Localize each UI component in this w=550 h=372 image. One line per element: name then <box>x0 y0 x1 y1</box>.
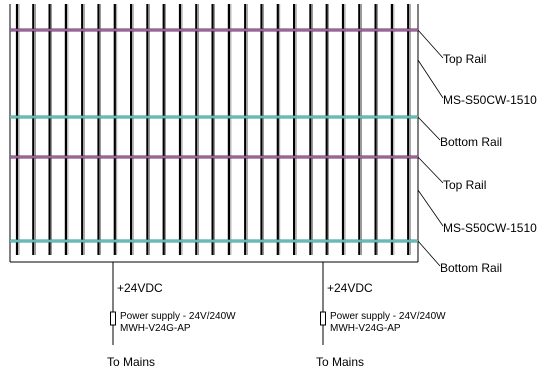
power-supply-model-1: MWH-V24G-AP <box>120 323 191 334</box>
light-bar <box>146 4 150 255</box>
light-bar <box>211 4 215 255</box>
light-bar <box>15 4 20 255</box>
leader-lines <box>417 29 444 267</box>
light-bar <box>81 4 85 255</box>
power-supply-1: +24VDC Power supply - 24V/240W MWH-V24G-… <box>107 262 236 369</box>
light-bar <box>325 4 330 255</box>
power-supply-2: +24VDC Power supply - 24V/240W MWH-V24G-… <box>316 262 446 369</box>
light-bar <box>97 4 101 255</box>
panel-model-label-2: MS-S50CW-1510 <box>443 221 537 235</box>
power-supply-label-2: Power supply - 24V/240W <box>330 311 446 322</box>
light-bar <box>130 4 134 255</box>
light-bar <box>309 4 313 255</box>
light-bar <box>48 4 52 255</box>
light-bar <box>178 4 183 255</box>
top-rail-label-2: Top Rail <box>443 178 486 192</box>
light-bar <box>260 4 264 255</box>
power-supply-label-1: Power supply - 24V/240W <box>120 311 236 322</box>
fuse-icon <box>110 311 116 326</box>
top-rail-label-1: Top Rail <box>443 52 486 66</box>
light-bar <box>374 4 378 255</box>
light-bar <box>227 4 232 255</box>
panel-frame <box>9 4 419 263</box>
light-bar <box>358 4 362 255</box>
voltage-label-1: +24VDC <box>117 281 163 295</box>
light-bar <box>390 4 395 255</box>
light-bar <box>64 4 69 255</box>
light-bar <box>407 4 411 255</box>
light-bar <box>162 4 166 255</box>
light-bar <box>113 4 118 255</box>
power-supply-model-2: MWH-V24G-AP <box>330 323 401 334</box>
panel-model-label-1: MS-S50CW-1510 <box>443 93 537 107</box>
mains-label-2: To Mains <box>316 355 364 369</box>
light-bar <box>341 4 346 255</box>
voltage-label-2: +24VDC <box>327 281 373 295</box>
light-bar <box>276 4 281 255</box>
bottom-rail-label-1: Bottom Rail <box>440 135 502 149</box>
light-bar <box>32 4 36 255</box>
light-bars <box>15 4 411 255</box>
light-bar <box>293 4 297 255</box>
light-bar <box>244 4 248 255</box>
mains-label-1: To Mains <box>107 355 155 369</box>
light-bar <box>195 4 199 255</box>
bottom-rail-label-2: Bottom Rail <box>440 261 502 275</box>
fuse-icon <box>320 311 326 326</box>
